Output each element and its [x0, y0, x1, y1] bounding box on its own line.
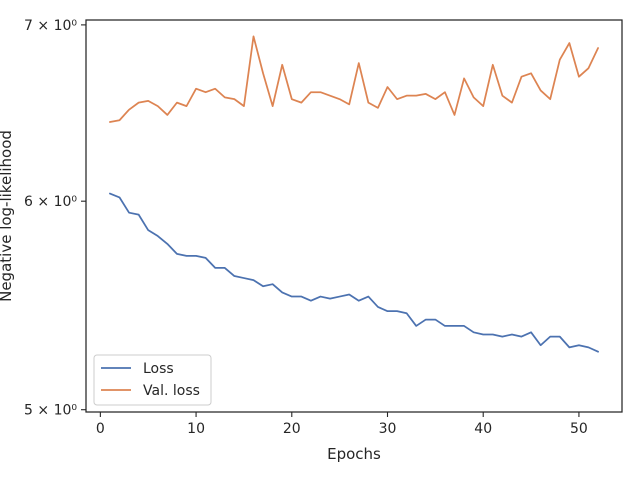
x-tick-label: 20: [283, 421, 301, 437]
y-tick-label: 6 × 10⁰: [24, 194, 77, 210]
series-line-loss: [109, 192, 599, 353]
x-tick-label: 50: [570, 421, 588, 437]
x-tick-label: 30: [379, 421, 397, 437]
plot-area: [86, 20, 622, 412]
legend-label-loss: Loss: [143, 361, 174, 377]
y-tick-label: 5 × 10⁰: [24, 403, 77, 419]
plot-frame: [85, 19, 623, 413]
y-tick-label: 7 × 10⁰: [24, 18, 77, 34]
y-axis-ticks: 5 × 10⁰ 6 × 10⁰ 7 × 10⁰: [24, 18, 86, 419]
legend: Loss Val. loss: [93, 354, 212, 406]
x-tick-label: 10: [187, 421, 205, 437]
x-axis-label: Epochs: [327, 445, 381, 463]
series-line-val-loss: [109, 35, 599, 123]
x-tick-label: 0: [96, 421, 105, 437]
x-axis-ticks: 0 10 20 30 40 50: [96, 412, 588, 437]
x-tick-label: 40: [474, 421, 492, 437]
y-axis-label: Negative log-likelihood: [0, 130, 15, 302]
legend-label-val-loss: Val. loss: [143, 383, 200, 399]
series-layer: [109, 35, 599, 353]
